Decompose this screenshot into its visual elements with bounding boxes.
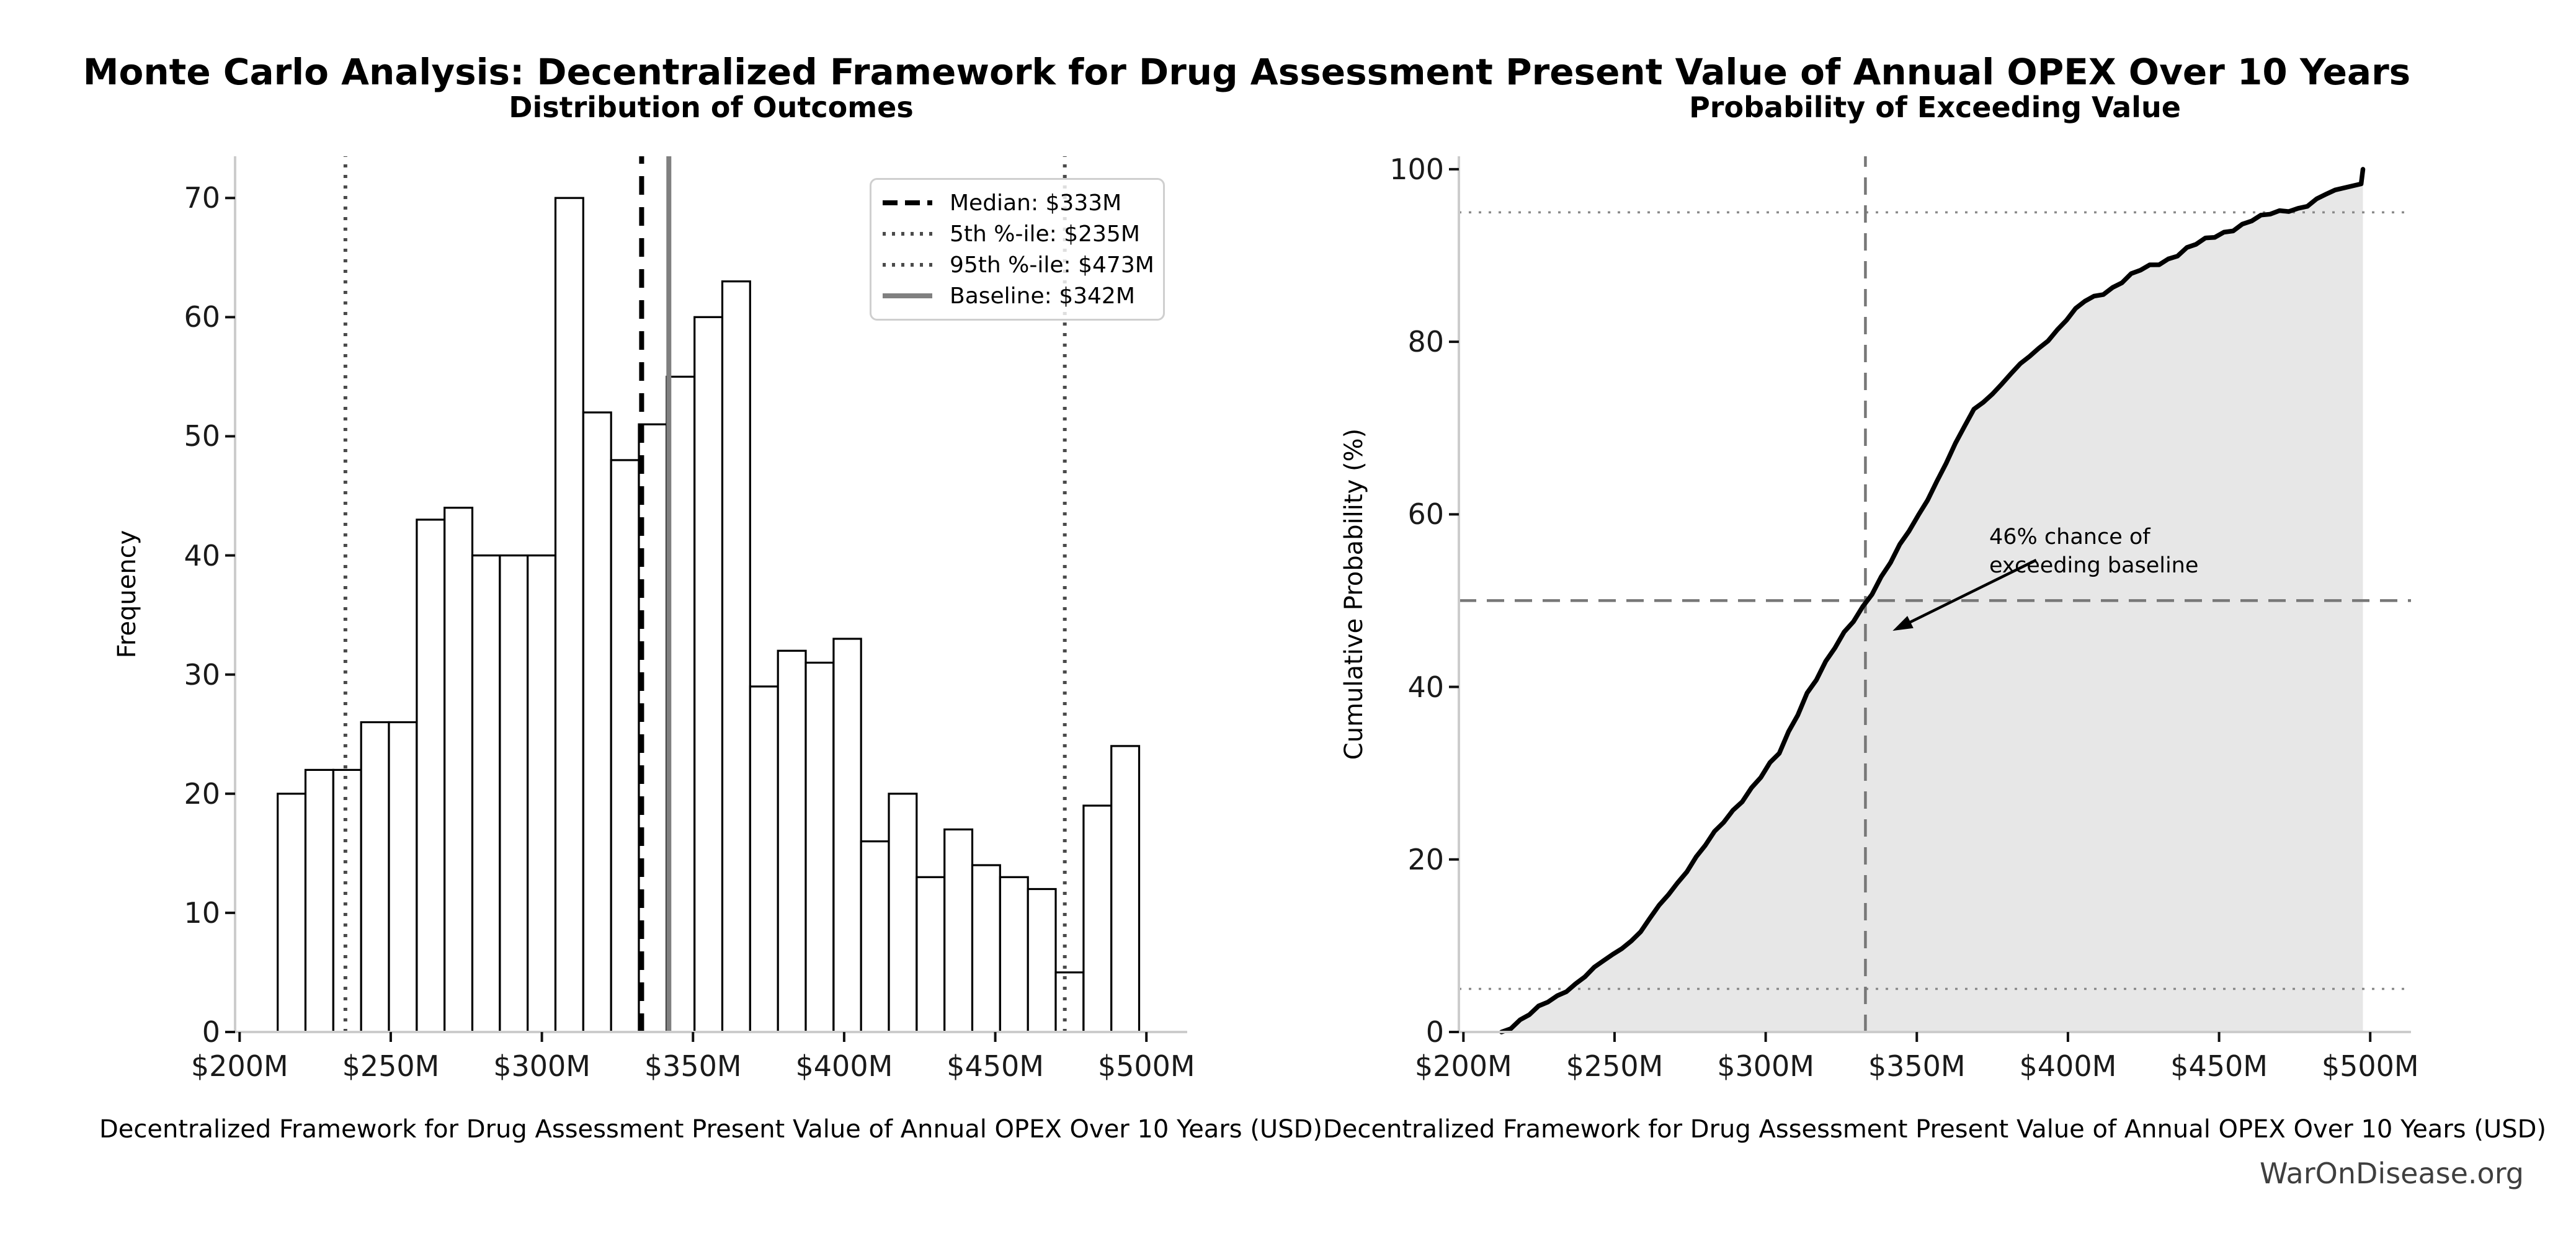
solid-line-sample-icon (883, 293, 932, 298)
watermark: WarOnDisease.org (2260, 1157, 2524, 1190)
annotation-arrow-line (1906, 559, 2037, 625)
legend-item-label: 5th %-ile: $235M (950, 221, 1140, 247)
legend-item-label: Median: $333M (950, 190, 1122, 216)
y-tick-label: 70 (184, 181, 220, 215)
histogram-bar (916, 876, 946, 1033)
figure-title: Monte Carlo Analysis: Decentralized Fram… (82, 51, 2411, 93)
x-tick-label: $450M (2170, 1049, 2268, 1083)
cdf-title: Probability of Exceeding Value (1689, 91, 2181, 124)
histogram-bar (638, 423, 668, 1033)
x-tick-label: $200M (190, 1049, 288, 1083)
dashed-line-sample-icon (883, 200, 932, 205)
histogram-bar (554, 197, 584, 1033)
y-tick-label: 60 (184, 300, 220, 334)
histogram-bar (527, 554, 557, 1033)
x-tick-label: $400M (795, 1049, 893, 1083)
x-tick-label: $250M (342, 1049, 440, 1083)
x-tick-label: $500M (1097, 1049, 1195, 1083)
histogram-bar (943, 828, 974, 1033)
x-tick-label: $450M (947, 1049, 1044, 1083)
legend-item-label: Baseline: $342M (950, 283, 1135, 309)
x-tick-label: $500M (2321, 1049, 2419, 1083)
legend: Median: $333M 5th %-ile: $235M 95th %-ile:… (870, 178, 1165, 321)
legend-item: 5th %-ile: $235M (881, 221, 1157, 247)
x-tick-label: $350M (1868, 1049, 1966, 1083)
histogram-bar (749, 685, 779, 1033)
annotation-arrow-head (1892, 616, 1914, 631)
histogram-bar (1082, 804, 1113, 1033)
histogram-title: Distribution of Outcomes (509, 91, 914, 124)
y-tick-label: 40 (1407, 670, 1444, 704)
histogram-bar (1027, 887, 1057, 1033)
histogram-bar (1054, 971, 1085, 1033)
x-tick-label: $350M (644, 1049, 742, 1083)
legend-item: 95th %-ile: $473M (881, 252, 1157, 278)
dotted-line-sample-icon (883, 263, 932, 267)
x-tick-label: $250M (1566, 1049, 1664, 1083)
y-tick-label: 80 (1407, 325, 1444, 359)
histogram-bar (777, 649, 807, 1033)
y-tick-label: 0 (202, 1015, 220, 1049)
x-tick-label: $400M (2019, 1049, 2117, 1083)
y-tick-label: 10 (184, 896, 220, 930)
y-tick-label: 30 (184, 657, 220, 692)
histogram-bar (999, 876, 1029, 1033)
x-tick-label: $300M (493, 1049, 591, 1083)
y-tick-label: 60 (1407, 497, 1444, 532)
histogram-bar (471, 554, 501, 1033)
cdf-curve (1499, 167, 2366, 1034)
histogram-bar (582, 411, 612, 1033)
histogram-bar (388, 721, 418, 1033)
y-tick-label: 20 (1407, 842, 1444, 876)
histogram-xlabel: Decentralized Framework for Drug Assessm… (99, 1115, 1322, 1144)
x-tick-label: $300M (1717, 1049, 1814, 1083)
legend-item: Median: $333M (881, 190, 1157, 216)
cdf-annotation-text: 46% chance of exceeding baseline (1989, 525, 2199, 579)
legend-item-label: 95th %-ile: $473M (950, 252, 1154, 278)
histogram-bar (888, 793, 918, 1033)
histogram-bar (499, 554, 529, 1033)
y-tick-label: 0 (1425, 1015, 1444, 1049)
cdf-xlabel: Decentralized Framework for Drug Assessm… (1323, 1115, 2546, 1144)
histogram-bar (971, 864, 1001, 1033)
histogram-bar (360, 721, 390, 1033)
y-tick-label: 20 (184, 776, 220, 811)
dotted-line-sample-icon (883, 232, 932, 236)
histogram-bar (721, 280, 751, 1033)
histogram-bar (1110, 745, 1141, 1033)
cdf-ylabel: Cumulative Probability (%) (1340, 428, 1368, 760)
histogram-bar (277, 793, 307, 1033)
histogram-bar (693, 316, 724, 1033)
y-tick-label: 50 (184, 419, 220, 453)
histogram-bar (860, 840, 890, 1033)
y-tick-label: 100 (1389, 152, 1444, 186)
histogram-bar (832, 638, 862, 1033)
cdf-area-fill (1501, 169, 2363, 1032)
histogram-bar (416, 518, 446, 1033)
histogram-bar (804, 661, 835, 1033)
histogram-bar (666, 375, 696, 1033)
x-tick-label: $200M (1414, 1049, 1512, 1083)
histogram-bar (304, 768, 334, 1033)
histogram-bar (443, 507, 474, 1033)
histogram-bar (610, 459, 640, 1033)
y-tick-label: 40 (184, 538, 220, 572)
histogram-ylabel: Frequency (113, 530, 141, 659)
legend-item: Baseline: $342M (881, 283, 1157, 309)
